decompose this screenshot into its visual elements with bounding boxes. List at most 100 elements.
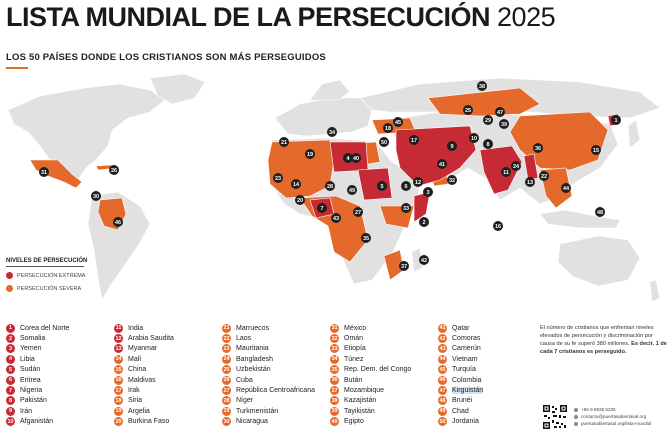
country-name: India — [128, 324, 144, 332]
map-marker: 25 — [463, 105, 473, 115]
country-name: Nicaragua — [236, 418, 268, 426]
country-name: Camerún — [452, 345, 481, 353]
map-marker-circle — [533, 143, 543, 153]
rank-badge: 50 — [438, 417, 447, 427]
map-marker-circle — [91, 191, 101, 201]
rank-badge: 21 — [222, 323, 231, 333]
country-name: Uzbekistán — [236, 366, 271, 374]
map-marker-label: 37 — [401, 264, 407, 270]
map-marker-label: 26 — [111, 168, 117, 174]
country-row: 49 Chad — [438, 406, 540, 416]
contact-email[interactable]: contacto@puertasabiertasal.org — [574, 413, 670, 420]
map-marker: 38 — [477, 81, 487, 91]
rank-badge: 44 — [438, 354, 447, 364]
legend-swatch-extreme — [6, 272, 13, 279]
country-row: 29 Turkmenistán — [222, 406, 324, 416]
country-row: 37 Mozambique — [330, 385, 432, 396]
country-row: 21 Marruecos — [222, 323, 324, 333]
page-subtitle: LOS 50 PAÍSES DONDE LOS CRISTIANOS SON M… — [6, 52, 326, 63]
map-marker-label: 34 — [329, 130, 336, 136]
country-row: 25 Uzbekistán — [222, 365, 324, 375]
map-marker: 9 — [447, 141, 457, 151]
country-row: 22 Laos — [222, 333, 324, 344]
map-marker-label: 42 — [421, 258, 427, 264]
phone-icon — [574, 407, 578, 412]
map-marker-circle — [361, 233, 371, 243]
land-europe — [274, 97, 373, 137]
rank-badge: 28 — [222, 396, 231, 406]
map-marker-circle — [483, 115, 493, 125]
map-marker-label: 6 — [404, 184, 407, 190]
country-row: 50 Jordania — [438, 417, 540, 427]
country-name: Bután — [344, 376, 363, 384]
qr-code — [542, 404, 568, 430]
map-marker-circle — [109, 165, 119, 175]
rank-badge: 40 — [330, 417, 339, 427]
map-marker-circle — [279, 137, 289, 147]
country-row: 11 India — [114, 323, 216, 333]
country-row: 2 Somalia — [6, 333, 108, 344]
map-marker-label: 25 — [465, 108, 471, 114]
country-column: 41 Qatar 42 Comoras 43 Camerún 44 Vietnam 45 Turq… — [438, 323, 540, 427]
map-marker-circle — [413, 177, 423, 187]
map-marker-label: 35 — [363, 236, 369, 242]
country-name: Turkmenistán — [236, 407, 279, 415]
region-sudan — [357, 167, 393, 201]
map-marker-label: 29 — [485, 118, 491, 124]
map-marker: 46 — [113, 217, 123, 227]
rank-badge: 33 — [330, 344, 339, 354]
country-row: 13 Myanmar — [114, 344, 216, 354]
map-marker-circle — [469, 133, 479, 143]
map-marker: 47 — [495, 107, 505, 117]
map-marker: 40 — [351, 153, 361, 163]
map-marker-label: 44 — [563, 186, 570, 192]
country-row: 38 Kazajistán — [330, 396, 432, 406]
country-name: Etiopía — [344, 345, 366, 353]
land-scandinavia — [309, 79, 351, 101]
map-marker-circle — [291, 179, 301, 189]
map-marker: 39 — [499, 119, 509, 129]
rank-badge: 34 — [330, 354, 339, 364]
map-marker-circle — [325, 181, 335, 191]
country-row: 7 Nigeria — [6, 385, 108, 396]
rank-badge: 46 — [438, 375, 447, 385]
web-icon — [574, 421, 578, 426]
country-row: 48 Brunéi — [438, 396, 540, 406]
country-row: 17 Irak — [114, 385, 216, 396]
note-text: El número de cristianos que enfrentan ni… — [540, 325, 654, 347]
region-central-africa — [299, 195, 369, 263]
country-row: 35 Rep. Dem. del Congo — [330, 365, 432, 375]
country-row: 31 México — [330, 323, 432, 333]
map-marker: 41 — [437, 159, 447, 169]
legend-item-severe: PERSECUCIÓN SEVERA — [6, 285, 84, 292]
map-marker-circle — [273, 173, 283, 183]
map-marker-circle — [611, 115, 621, 125]
map-marker-label: 18 — [385, 126, 391, 132]
country-row: 14 Malí — [114, 354, 216, 364]
map-marker-label: 8 — [486, 142, 489, 148]
country-name: Rep. Dem. del Congo — [344, 366, 412, 374]
country-name: México — [344, 324, 367, 332]
map-marker: 4 — [343, 153, 353, 163]
map-marker-label: 32 — [449, 178, 455, 184]
map-marker-circle — [447, 175, 457, 185]
country-row: 16 Maldivas — [114, 375, 216, 385]
map-marker: 15 — [591, 145, 601, 155]
map-marker: 35 — [361, 233, 371, 243]
country-name: Omán — [344, 335, 364, 343]
rank-badge: 16 — [114, 375, 123, 385]
contact-phone-text: +56 9 8835 5225 — [581, 407, 616, 412]
map-marker-label: 46 — [115, 220, 121, 226]
contact-web[interactable]: puertasabiertasal.org/lista-mundial — [574, 420, 670, 427]
country-name: Qatar — [452, 324, 470, 332]
country-row: 15 China — [114, 365, 216, 375]
map-marker: 43 — [331, 213, 341, 223]
map-marker-label: 4 — [346, 156, 350, 162]
map-marker: 30 — [91, 191, 101, 201]
map-marker-label: 11 — [503, 170, 509, 176]
country-name: Afganistán — [20, 418, 54, 426]
country-name: Burkina Faso — [128, 418, 170, 426]
map-marker-label: 21 — [281, 140, 287, 146]
map-marker-label: 19 — [307, 152, 313, 158]
rank-badge: 12 — [114, 334, 123, 344]
